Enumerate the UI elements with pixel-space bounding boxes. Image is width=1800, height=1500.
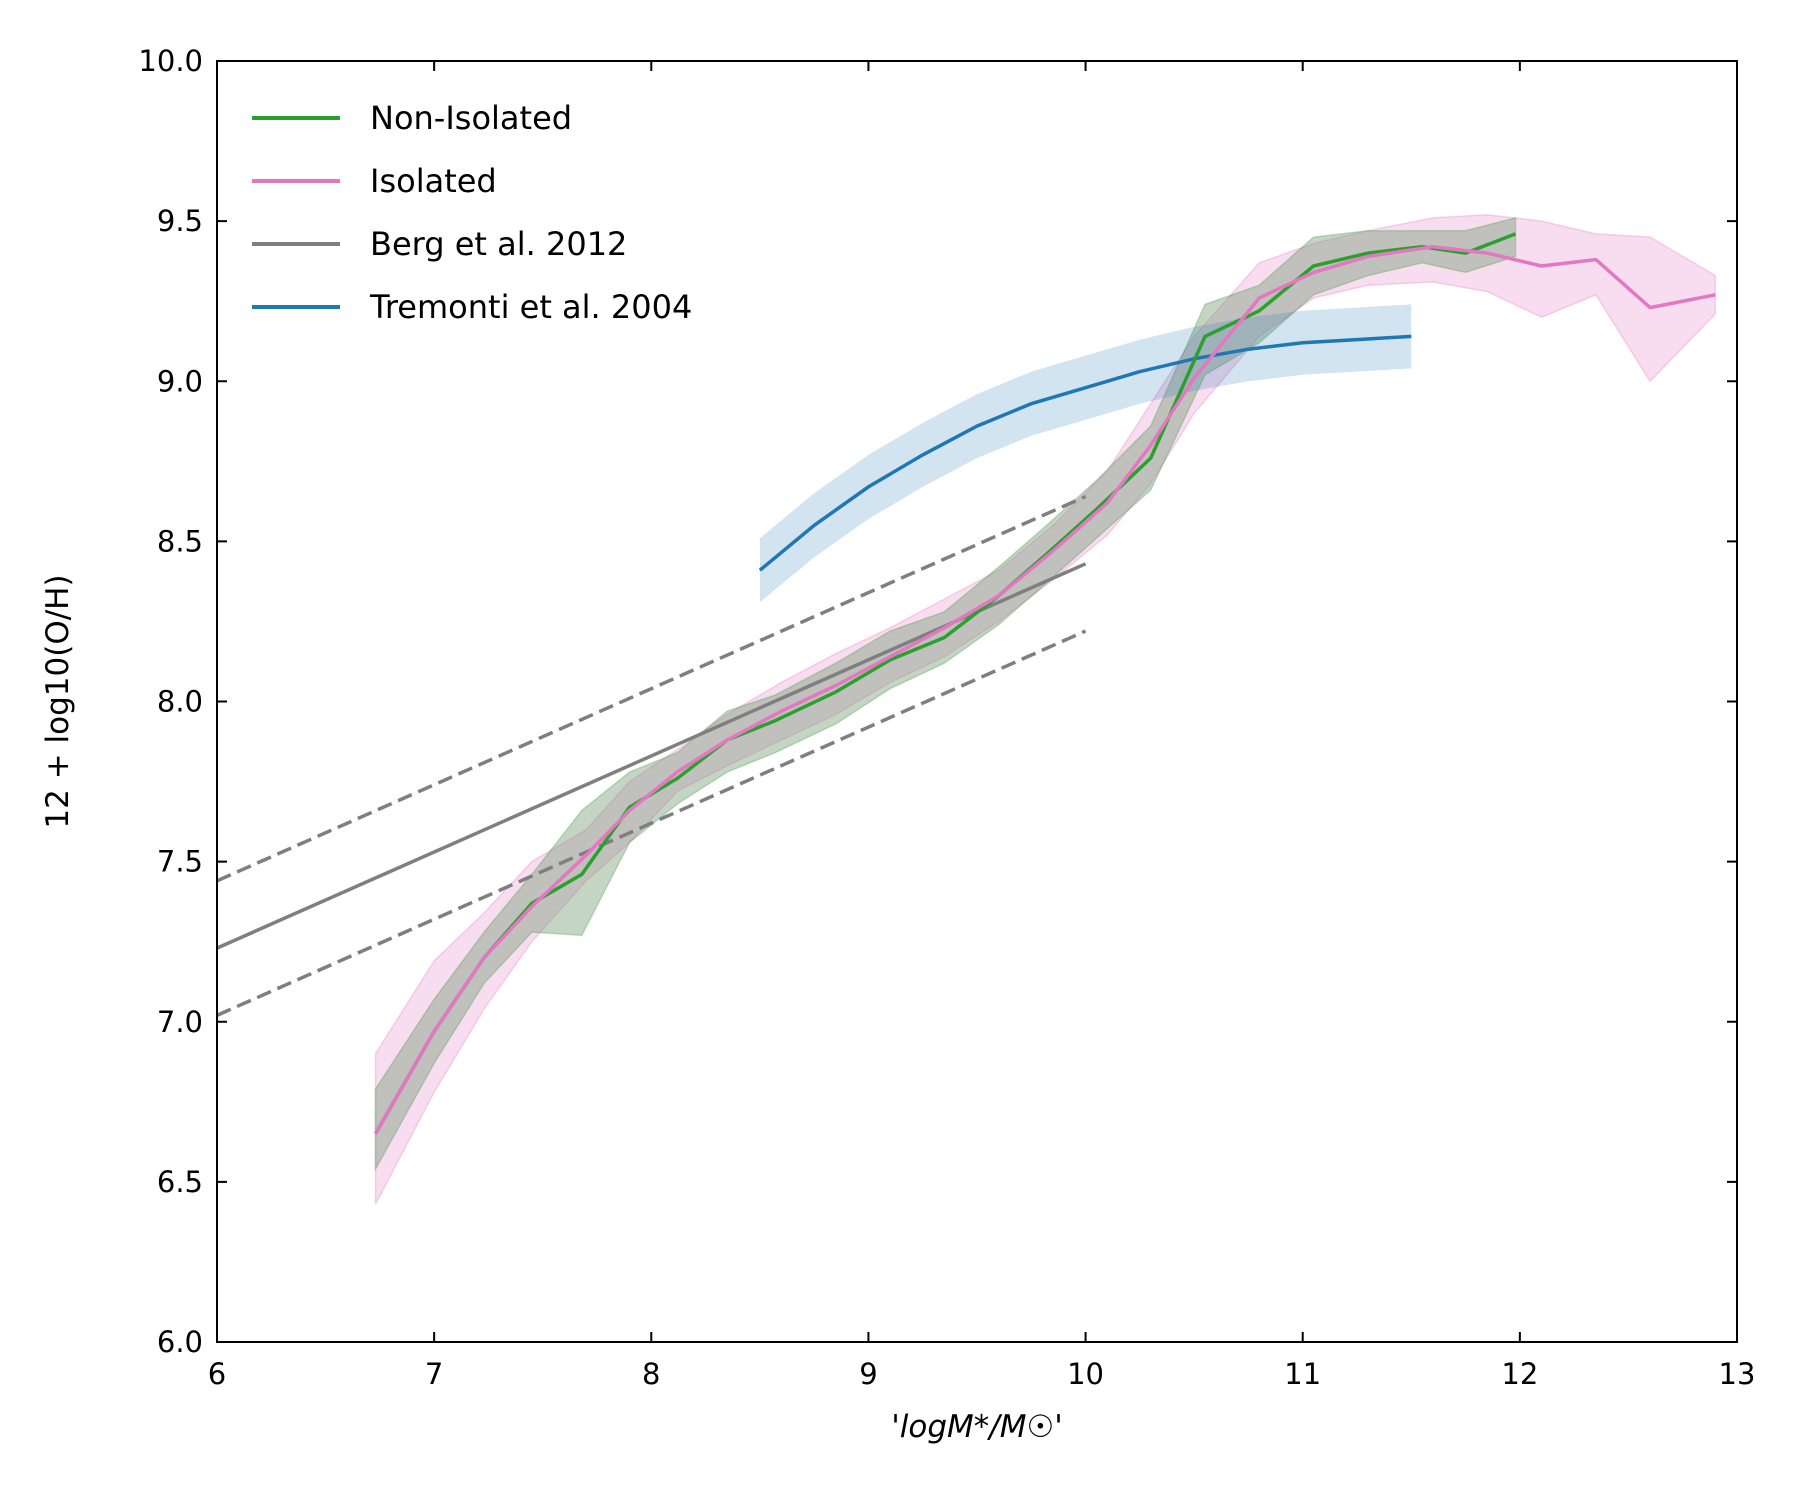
- non-isolated-band: [374, 216, 1517, 1172]
- x-tick-label: 10: [1067, 1357, 1104, 1391]
- y-tick-label: 8.0: [157, 685, 203, 719]
- x-tick-label: 6: [208, 1357, 226, 1391]
- y-tick-label: 9.0: [157, 364, 203, 398]
- x-axis: 6 7 8 9 10 11 12 13: [208, 61, 1756, 1391]
- x-tick-label: 13: [1719, 1357, 1756, 1391]
- x-tick-label: 12: [1501, 1357, 1538, 1391]
- tremonti-band: [759, 304, 1412, 603]
- legend-label: Isolated: [370, 162, 497, 200]
- isolated-band: [374, 213, 1717, 1205]
- berg-upper-dashed-line: [216, 494, 1087, 883]
- confidence-bands: [374, 213, 1717, 1205]
- non-isolated-line: [373, 232, 1517, 1135]
- y-axis-label: 12 + log10(O/H): [40, 574, 76, 828]
- legend-label: Non-Isolated: [370, 99, 572, 137]
- y-tick-label: 10.0: [138, 44, 203, 78]
- y-tick-label: 9.5: [157, 204, 203, 238]
- y-axis: 6.0 6.5 7.0 7.5 8.0 8.5 9.0 9.5 10.0: [138, 44, 1737, 1359]
- x-tick-label: 7: [425, 1357, 443, 1391]
- y-tick-label: 7.0: [157, 1005, 203, 1039]
- y-tick-label: 6.5: [157, 1165, 203, 1199]
- isolated-line: [373, 244, 1716, 1135]
- y-tick-label: 6.0: [157, 1325, 203, 1359]
- legend-label: Tremonti et al. 2004: [369, 288, 692, 326]
- y-tick-label: 7.5: [157, 845, 203, 879]
- berg-lower-dashed-line: [216, 629, 1087, 1017]
- x-tick-label: 9: [859, 1357, 877, 1391]
- x-tick-label: 8: [642, 1357, 660, 1391]
- tremonti-line: [758, 334, 1412, 572]
- legend-label: Berg et al. 2012: [370, 225, 627, 263]
- legend: Non-Isolated Isolated Berg et al. 2012 Trem…: [252, 99, 692, 326]
- series-lines: [216, 232, 1716, 1135]
- x-axis-label: 'logM*/M☉': [891, 1409, 1063, 1445]
- y-tick-label: 8.5: [157, 524, 203, 558]
- x-tick-label: 11: [1284, 1357, 1321, 1391]
